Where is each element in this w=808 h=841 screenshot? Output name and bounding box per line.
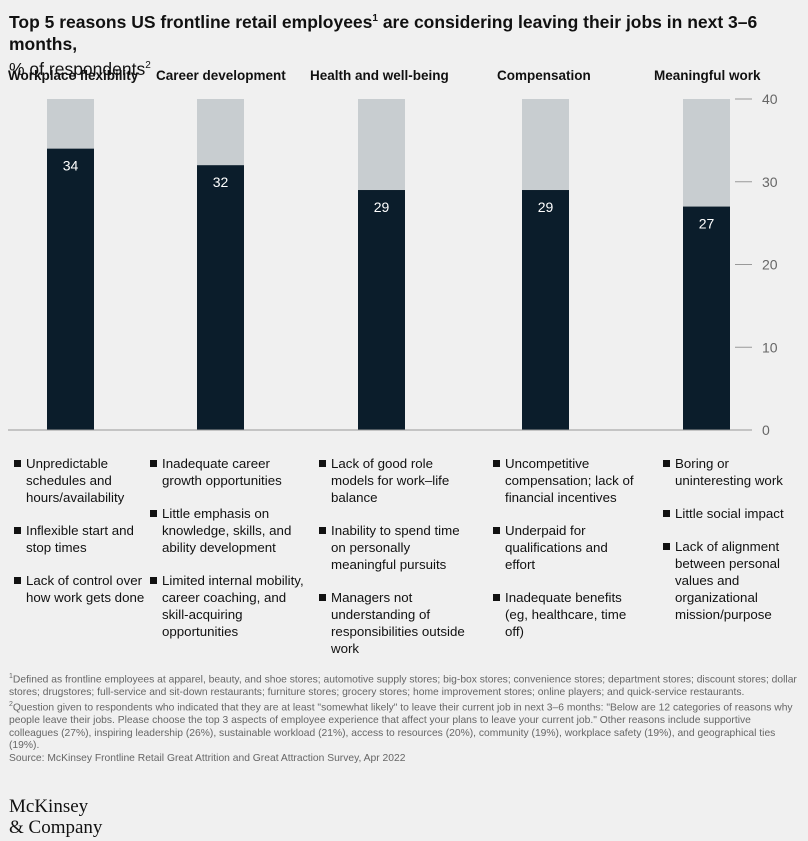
bullet-square-icon xyxy=(493,460,500,467)
title-subtitle: % of respondents2 xyxy=(9,58,151,79)
y-tick-label: 10 xyxy=(762,339,778,355)
y-tick-label: 30 xyxy=(762,174,778,190)
chart-title: Top 5 reasons US frontline retail employ… xyxy=(9,8,804,80)
reason-item: Little social impact xyxy=(661,505,801,522)
bar xyxy=(522,190,569,430)
bar-value-label: 27 xyxy=(699,216,715,232)
category-label: Meaningful work xyxy=(654,68,761,83)
footnotes: 1Defined as frontline employees at appar… xyxy=(9,671,799,765)
bullet-square-icon xyxy=(14,527,21,534)
bullet-square-icon xyxy=(14,577,21,584)
title-main: Top 5 reasons US frontline retail employ… xyxy=(9,11,758,54)
bar-value-label: 29 xyxy=(538,199,554,215)
reason-item: Inadequate benefits (eg, healthcare, tim… xyxy=(491,589,641,640)
category-label: Compensation xyxy=(497,68,591,83)
y-tick-label: 0 xyxy=(762,422,770,438)
reason-item: Managers not understanding of responsibi… xyxy=(317,589,472,657)
reason-text: Unpredictable schedules and hours/availa… xyxy=(26,456,125,505)
source-note: Source: McKinsey Frontline Retail Great … xyxy=(9,752,406,764)
reason-item: Inadequate career growth opportunities xyxy=(148,455,308,489)
category-label: Health and well-being xyxy=(310,68,449,83)
reason-text: Little emphasis on knowledge, skills, an… xyxy=(162,506,292,555)
bar xyxy=(197,165,244,430)
reason-item: Limited internal mobility, career coachi… xyxy=(148,572,308,640)
reason-item: Lack of good role models for work–life b… xyxy=(317,455,472,506)
reason-item: Boring or uninteresting work xyxy=(661,455,801,489)
reason-text: Lack of control over how work gets done xyxy=(26,573,145,605)
reason-text: Limited internal mobility, career coachi… xyxy=(162,573,304,639)
reason-item: Lack of control over how work gets done xyxy=(12,572,147,606)
reason-text: Inflexible start and stop times xyxy=(26,523,134,555)
y-tick-label: 40 xyxy=(762,91,778,107)
bullet-square-icon xyxy=(150,510,157,517)
reason-item: Unpredictable schedules and hours/availa… xyxy=(12,455,147,506)
reason-text: Lack of good role models for work–life b… xyxy=(331,456,450,505)
reason-text: Inability to spend time on personally me… xyxy=(331,523,460,572)
reason-item: Lack of alignment between personal value… xyxy=(661,538,801,623)
footnote-1: 1Defined as frontline employees at appar… xyxy=(9,673,797,698)
bar-chart: Workplace flexibility 34 Career developmen… xyxy=(8,68,778,438)
bullet-square-icon xyxy=(150,577,157,584)
bullet-square-icon xyxy=(150,460,157,467)
reason-text: Managers not understanding of responsibi… xyxy=(331,590,465,656)
bullet-square-icon xyxy=(319,527,326,534)
reason-item: Inability to spend time on personally me… xyxy=(317,522,472,573)
y-tick-label: 20 xyxy=(762,257,778,273)
category-label: Career development xyxy=(156,68,286,83)
bullet-square-icon xyxy=(663,510,670,517)
reason-list: Lack of good role models for work–life b… xyxy=(317,455,472,673)
bar xyxy=(683,206,730,430)
mckinsey-logo: McKinsey & Company xyxy=(9,796,102,838)
reason-text: Boring or uninteresting work xyxy=(675,456,783,488)
logo-line-2: & Company xyxy=(9,817,103,838)
bullet-square-icon xyxy=(493,594,500,601)
bullet-square-icon xyxy=(663,543,670,550)
reason-list: Boring or uninteresting work Little socia… xyxy=(661,455,801,639)
reason-text: Underpaid for qualifications and effort xyxy=(505,523,608,572)
logo-line-1: McKinsey xyxy=(9,796,89,817)
bar xyxy=(358,190,405,430)
bullet-square-icon xyxy=(319,594,326,601)
reason-item: Uncompetitive compensation; lack of fina… xyxy=(491,455,641,506)
bar-value-label: 34 xyxy=(63,158,79,174)
reason-item: Inflexible start and stop times xyxy=(12,522,147,556)
bar xyxy=(47,148,94,430)
bullet-square-icon xyxy=(493,527,500,534)
reason-list: Inadequate career growth opportunities Li… xyxy=(148,455,308,656)
category-label: Workplace flexibility xyxy=(8,68,139,83)
reason-text: Inadequate career growth opportunities xyxy=(162,456,282,488)
reason-text: Lack of alignment between personal value… xyxy=(675,539,780,622)
bullet-square-icon xyxy=(319,460,326,467)
reason-text: Little social impact xyxy=(675,506,784,521)
bar-value-label: 32 xyxy=(213,174,229,190)
reason-text: Uncompetitive compensation; lack of fina… xyxy=(505,456,634,505)
reason-list: Uncompetitive compensation; lack of fina… xyxy=(491,455,641,656)
bullet-square-icon xyxy=(663,460,670,467)
reason-list: Unpredictable schedules and hours/availa… xyxy=(12,455,147,622)
reason-item: Underpaid for qualifications and effort xyxy=(491,522,641,573)
reason-item: Little emphasis on knowledge, skills, an… xyxy=(148,505,308,556)
reason-text: Inadequate benefits (eg, healthcare, tim… xyxy=(505,590,627,639)
bullet-square-icon xyxy=(14,460,21,467)
footnote-2: 2Question given to respondents who indic… xyxy=(9,701,793,752)
bar-value-label: 29 xyxy=(374,199,390,215)
